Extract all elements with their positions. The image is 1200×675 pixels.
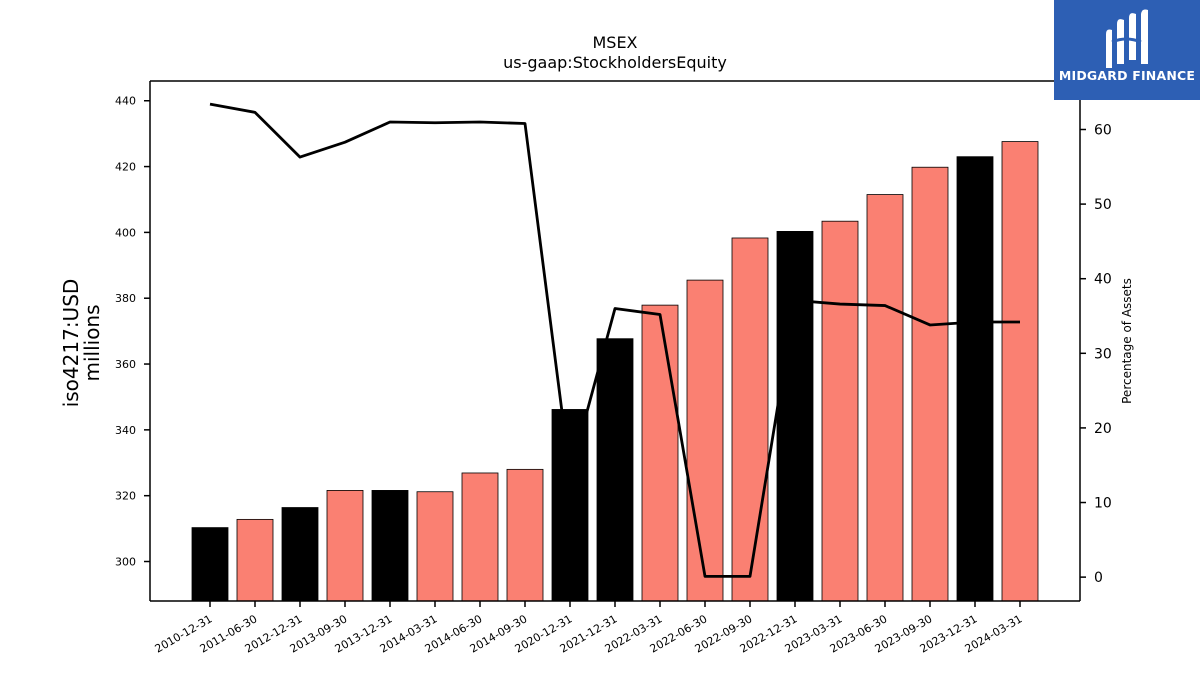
y-ticks: 300 320 340 360 380 400 420 440 [115, 95, 150, 569]
y-tick-label: 340 [115, 424, 136, 437]
x-ticks: 2010-12-312011-06-302012-12-312013-09-30… [153, 601, 1025, 656]
y2-tick-label: 10 [1094, 496, 1112, 512]
percentage-of-assets-line [209, 102, 1020, 578]
y-tick-label: 380 [115, 292, 136, 305]
y-tick-label: 440 [115, 95, 136, 108]
y2-axis-label: Percentage of Assets [1120, 278, 1134, 404]
y2-tick-label: 40 [1094, 272, 1112, 288]
midgard-logo-icon [1106, 9, 1148, 68]
bar-2024-03-31 [1001, 141, 1039, 602]
bar-2023-09-30 [911, 166, 949, 602]
y-tick-label: 320 [115, 490, 136, 503]
bar-2012-12-31 [281, 507, 319, 602]
y2-tick-label: 50 [1094, 197, 1112, 213]
chart-title: MSEX [592, 33, 637, 52]
bar-2022-12-31 [776, 231, 814, 602]
bar-2011-06-30 [236, 518, 274, 602]
y-axis-unit-label: millions [80, 304, 104, 381]
bar-2022-03-31 [641, 304, 679, 602]
bar-2014-03-31 [416, 491, 454, 602]
y-axis-label: iso4217:USD [59, 279, 83, 408]
midgard-finance-logo: MIDGARD FINANCE [1054, 0, 1200, 100]
y-tick-label: 400 [115, 226, 136, 239]
bar-2013-12-31 [371, 490, 409, 602]
bars [191, 141, 1039, 602]
bar-2020-12-31 [551, 409, 589, 602]
y2-tick-label: 20 [1094, 421, 1112, 437]
bar-2022-09-30 [731, 237, 769, 602]
bar-2010-12-31 [191, 527, 229, 602]
chart-subtitle: us-gaap:StockholdersEquity [503, 53, 727, 72]
y2-tick-label: 0 [1094, 570, 1103, 586]
bar-2014-06-30 [461, 472, 499, 602]
bar-2023-03-31 [821, 220, 859, 602]
y-tick-label: 420 [115, 161, 136, 174]
share-line-layer [209, 102, 1020, 578]
bar-2013-09-30 [326, 490, 364, 602]
y2-ticks: 0 10 20 30 40 50 60 [1080, 122, 1112, 586]
y2-tick-label: 60 [1094, 122, 1112, 138]
bar-2023-06-30 [866, 194, 904, 602]
y-tick-label: 300 [115, 556, 136, 569]
bar-2021-12-31 [596, 338, 634, 602]
y2-tick-label: 30 [1094, 346, 1112, 362]
bar-2023-12-31 [956, 156, 994, 602]
y-tick-label: 360 [115, 358, 136, 371]
bar-2022-06-30 [686, 279, 724, 602]
logo-text: MIDGARD FINANCE [1058, 68, 1196, 83]
bar-2014-09-30 [506, 468, 544, 602]
